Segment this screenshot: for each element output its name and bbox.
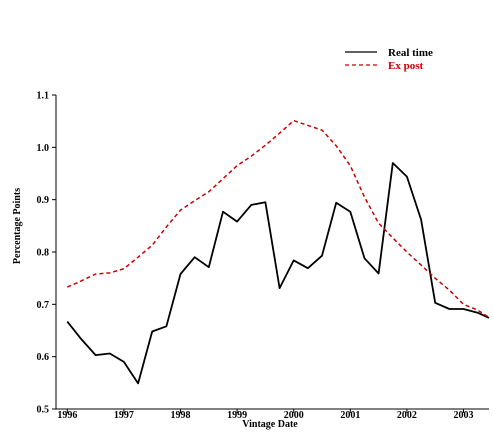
series-line-ex-post <box>66 119 490 319</box>
x-axis-title: Vintage Date <box>242 419 298 430</box>
y-axis-title: Percentage Points <box>12 188 23 264</box>
y-tick-label: 0.8 <box>37 248 50 259</box>
x-tick-label: 2003 <box>454 410 474 421</box>
x-tick-label: 1998 <box>171 410 191 421</box>
x-tick-label: 2001 <box>340 410 360 421</box>
y-tick-label: 0.7 <box>37 300 50 311</box>
y-tick-label: 0.6 <box>37 352 50 363</box>
x-tick-label: 2002 <box>397 410 417 421</box>
y-tick-label: 0.5 <box>37 405 50 416</box>
legend-label-real-time: Real time <box>388 47 433 59</box>
x-tick-label: 1999 <box>227 410 247 421</box>
series-line-real-time <box>66 162 490 385</box>
x-tick-label: 2000 <box>284 410 304 421</box>
axes: 0.5 0.6 0.7 0.8 0.9 1.0 1.1 1996 1997 1998 1999 200… <box>37 91 489 421</box>
y-tick-label: 0.9 <box>37 195 50 206</box>
x-tick-label: 1997 <box>114 410 134 421</box>
x-tick-label: 1996 <box>57 410 77 421</box>
plot-series <box>66 119 490 385</box>
y-tick-label: 1.1 <box>37 91 50 102</box>
legend: Real time Ex post <box>345 47 433 72</box>
y-tick-label: 1.0 <box>37 143 50 154</box>
legend-label-ex-post: Ex post <box>388 60 423 72</box>
